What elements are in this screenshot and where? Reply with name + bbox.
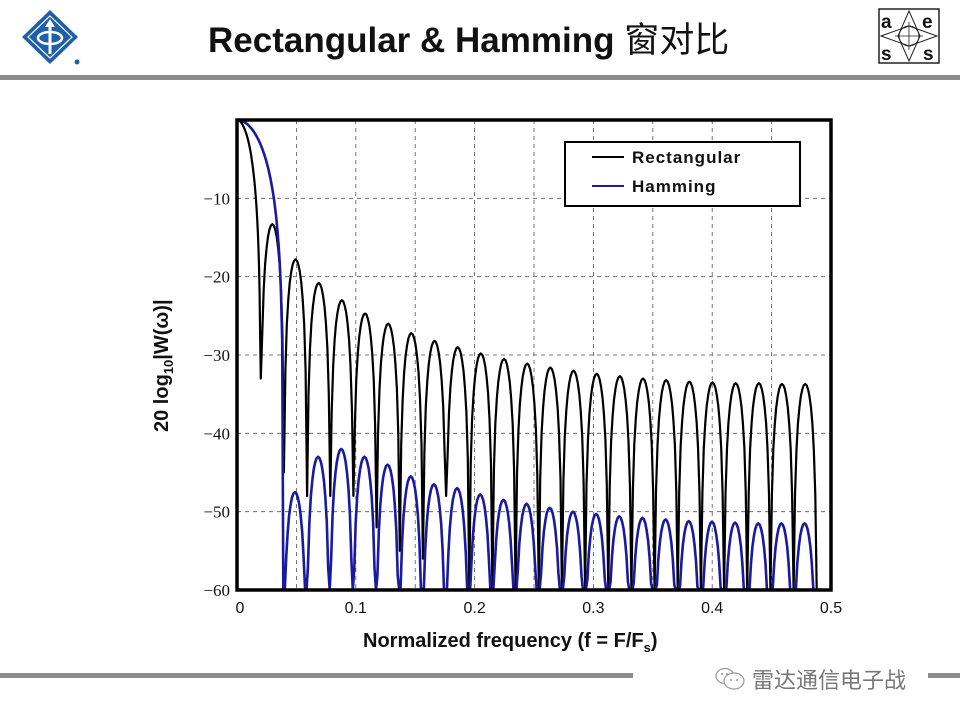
- svg-text:s: s: [881, 44, 892, 64]
- header-divider: [0, 75, 960, 80]
- watermark: 雷达通信电子战: [714, 663, 906, 695]
- footer-divider: [0, 673, 633, 678]
- hamming-series-line: [236, 118, 817, 592]
- y-axis-label: 20 log10|W(ω)|: [151, 299, 176, 432]
- svg-text:0.4: 0.4: [701, 600, 723, 617]
- svg-text:0.5: 0.5: [820, 600, 842, 617]
- legend: Rectangular Hamming: [564, 141, 801, 207]
- rectangular-series-line: [236, 118, 818, 592]
- svg-text:s: s: [923, 44, 934, 64]
- svg-text:−20: −20: [203, 268, 230, 287]
- watermark-text: 雷达通信电子战: [752, 669, 907, 694]
- svg-text:0.2: 0.2: [463, 600, 485, 617]
- footer-divider-right: [928, 673, 960, 678]
- y-axis-ticks: −10 −20 −30 −40 −50 −60: [203, 189, 230, 600]
- aess-logo-icon: a e s s: [878, 8, 940, 64]
- wechat-icon: [715, 667, 745, 690]
- svg-text:0: 0: [236, 600, 245, 617]
- legend-rectangular-label: Rectangular: [632, 148, 741, 167]
- chart-grid: [237, 120, 831, 590]
- title-english: Rectangular & Hamming: [208, 21, 625, 60]
- page-title: Rectangular & Hamming 窗对比: [208, 12, 729, 63]
- title-chinese: 窗对比: [624, 21, 730, 61]
- ieee-logo-icon: [22, 10, 80, 65]
- svg-text:e: e: [922, 12, 933, 33]
- plot-frame: [235, 118, 833, 592]
- svg-text:0.3: 0.3: [582, 600, 604, 617]
- svg-text:−60: −60: [203, 581, 230, 600]
- chart-curves: [236, 118, 818, 592]
- svg-text:−50: −50: [203, 503, 230, 522]
- svg-text:−40: −40: [203, 424, 230, 443]
- svg-text:−10: −10: [203, 189, 230, 208]
- svg-text:−30: −30: [203, 346, 230, 365]
- x-axis-ticks: 0 0.1 0.2 0.3 0.4 0.5: [236, 600, 843, 617]
- svg-text:0.1: 0.1: [345, 600, 367, 617]
- svg-text:a: a: [881, 12, 892, 33]
- x-axis-label: Normalized frequency (f = F/Fs): [363, 630, 658, 655]
- legend-hamming-label: Hamming: [632, 177, 716, 196]
